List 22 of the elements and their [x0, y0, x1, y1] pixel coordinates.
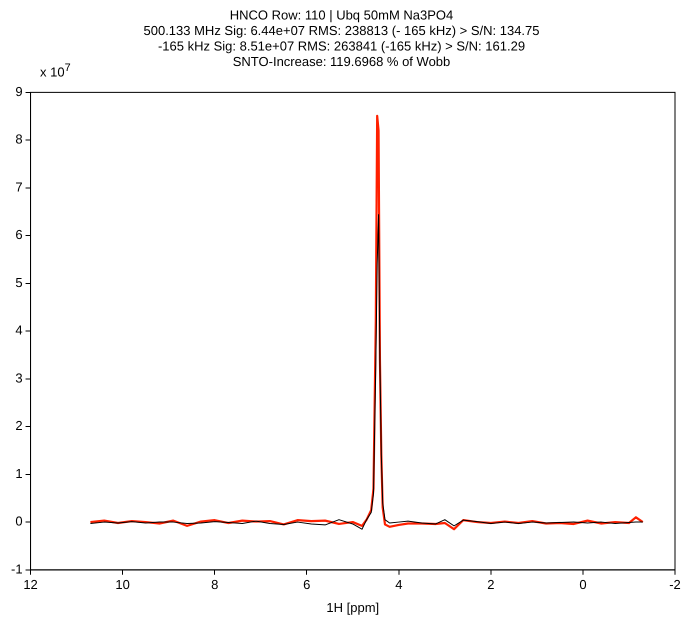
- x-tick-label: 2: [487, 577, 494, 592]
- y-tick-label: 6: [15, 227, 23, 242]
- x-tick-label: -2: [669, 577, 681, 592]
- y-tick-label: 3: [15, 370, 23, 386]
- x-tick-label: 8: [211, 577, 218, 592]
- y-tick-label: 9: [15, 84, 23, 99]
- y-tick-label: 2: [15, 418, 23, 434]
- chart-title: HNCO Row: 110 | Ubq 50mM Na3PO4 500.133 MHz Sig: 6.44e+07 RMS: 238813 (- 165 kHz) > S/N: 134.75 -165 kHz Sig: 8.51e+07 RMS: 263841 (-165 kHz) > S/N: 161.29 SNTO-Increase: 119.6968 % of Wobb: [143, 7, 540, 70]
- x-tick-label: 0: [579, 577, 587, 592]
- y-tick-label: -1: [10, 561, 23, 576]
- text: x 10$^{7}$: [40, 62, 71, 80]
- x-tick-label: 10: [115, 577, 130, 592]
- x-axis-title: 1H [ppm]: [326, 600, 380, 615]
- y-tick-label: 1: [15, 466, 23, 481]
- y-tick-label: 8: [15, 132, 23, 147]
- y-tick-label: 5: [15, 274, 23, 290]
- y-tick-label: 0: [15, 514, 23, 529]
- x-tick-label: 4: [395, 577, 402, 592]
- x-tick-label: 6: [303, 577, 310, 592]
- y-tick-label: 4: [15, 322, 23, 338]
- y-tick-label: 7: [15, 179, 23, 194]
- x-tick-label: 12: [23, 577, 38, 592]
